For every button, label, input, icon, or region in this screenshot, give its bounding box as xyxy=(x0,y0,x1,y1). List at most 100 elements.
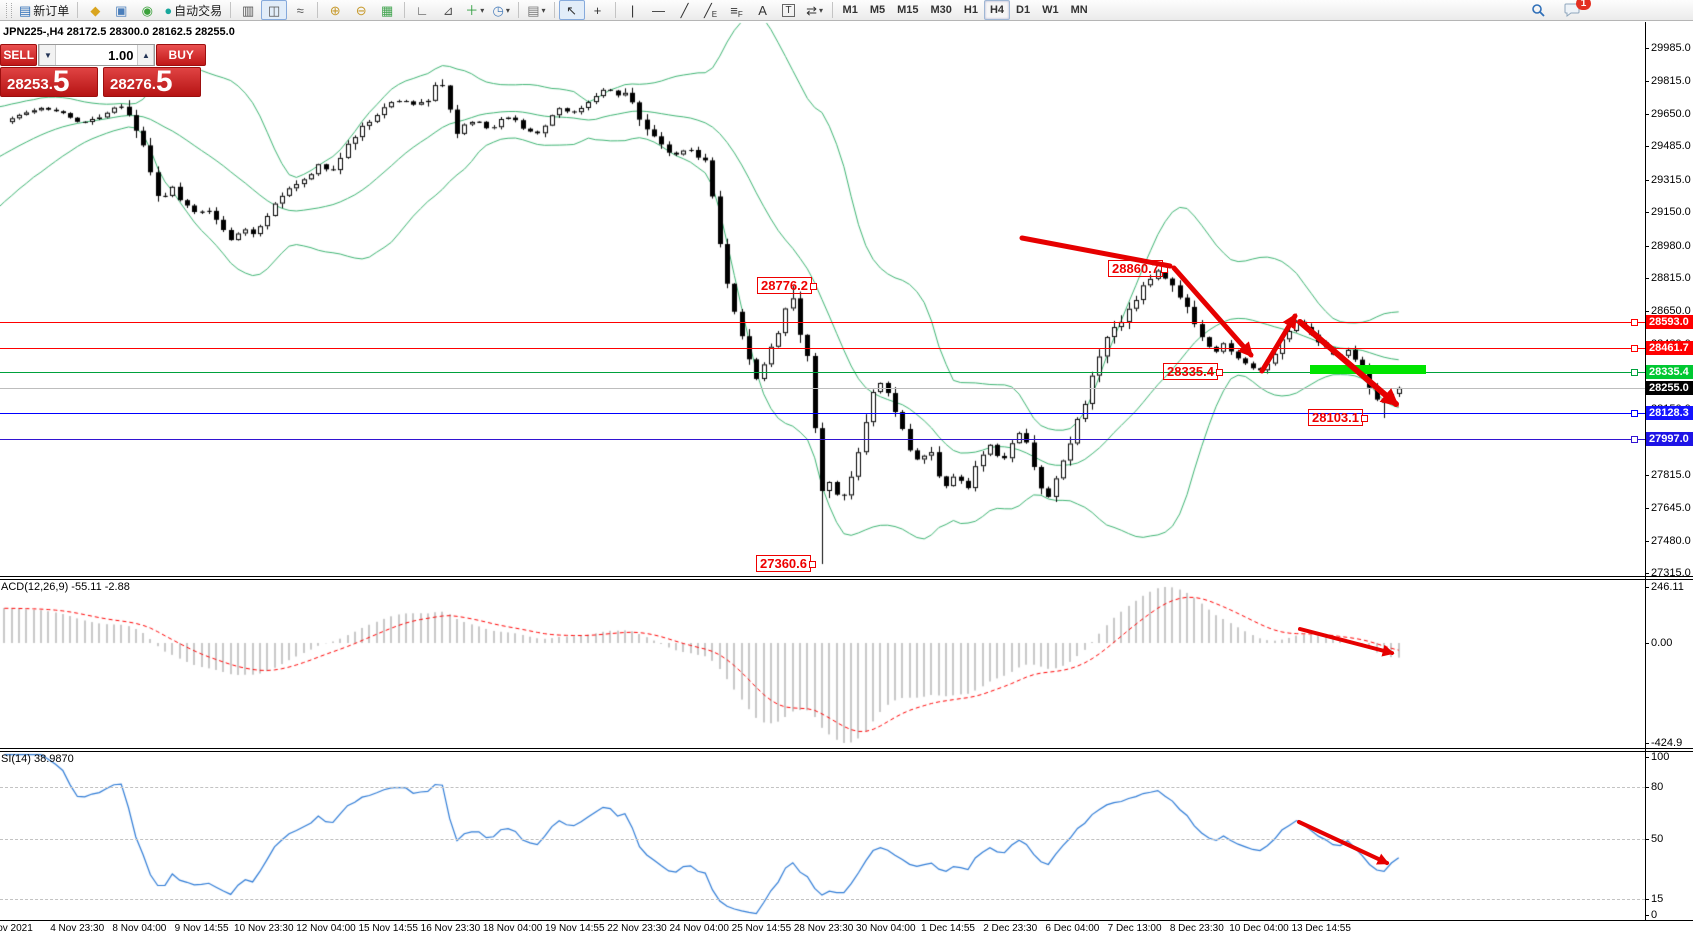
line-handle[interactable] xyxy=(1631,410,1638,417)
timeframe-button-h1[interactable]: H1 xyxy=(963,4,978,16)
new-order-button[interactable]: ▤ 新订单 xyxy=(15,0,73,20)
time-axis-label: 10 Dec 04:00 xyxy=(1229,923,1289,934)
annotation-handle[interactable] xyxy=(1361,415,1368,422)
signals-button[interactable]: ◉ xyxy=(134,0,160,20)
volume-input[interactable] xyxy=(56,45,138,65)
text-label-icon: T xyxy=(782,3,795,17)
y-axis-tick xyxy=(1645,146,1649,147)
indicator-list-button[interactable]: ⊿ xyxy=(435,0,461,20)
annotation-label[interactable]: 28776.2 xyxy=(757,277,817,294)
toolbar-separator xyxy=(230,2,232,18)
zoom-in-icon: ⊕ xyxy=(329,2,341,18)
cursor-button[interactable]: ↖ xyxy=(558,0,585,20)
annotation-handle[interactable] xyxy=(1161,266,1168,273)
trendline-button[interactable]: ╱ xyxy=(672,0,698,20)
timeframe-button-d1[interactable]: D1 xyxy=(1016,4,1031,16)
buy-price[interactable]: 28276. 5 xyxy=(103,67,201,97)
toolbar-separator xyxy=(553,2,555,18)
vertical-line-button[interactable]: | xyxy=(620,0,646,20)
arrows-icon: ⇄ xyxy=(806,2,817,18)
panel-separator[interactable] xyxy=(0,576,1693,577)
time-axis-label: 15 Nov 14:55 xyxy=(358,923,418,934)
text-button[interactable]: A xyxy=(750,0,776,20)
timeframe-button-m5[interactable]: M5 xyxy=(869,4,886,16)
time-axis-label: 10 Nov 23:30 xyxy=(234,923,294,934)
volume-decrease-button[interactable]: ▼ xyxy=(39,45,57,65)
line-handle[interactable] xyxy=(1631,369,1638,376)
price-level-line[interactable] xyxy=(0,348,1645,349)
autotrading-button[interactable]: ● 自动交易 xyxy=(160,0,226,20)
sell-button[interactable]: SELL xyxy=(0,44,38,66)
panel-separator[interactable] xyxy=(0,751,1693,752)
rsi-axis-label: 80 xyxy=(1651,781,1664,793)
tile-windows-button[interactable]: ▦ xyxy=(374,0,400,20)
cursor-icon: ↖ xyxy=(566,2,577,18)
crosshair-button[interactable]: + xyxy=(585,0,611,20)
search-button[interactable] xyxy=(1525,0,1551,20)
price-level-line[interactable] xyxy=(0,322,1645,323)
text-label-button[interactable]: T xyxy=(776,0,802,20)
buy-button[interactable]: BUY xyxy=(156,44,206,66)
time-axis-label: 4 Nov 23:30 xyxy=(50,923,105,934)
highlight-zone[interactable] xyxy=(1310,365,1426,374)
horizontal-line-icon: — xyxy=(652,2,666,18)
line-handle[interactable] xyxy=(1631,436,1638,443)
timeframe-button-m1[interactable]: M1 xyxy=(842,4,858,16)
annotation-handle[interactable] xyxy=(810,283,817,290)
equidistant-channel-button[interactable]: ╱ E xyxy=(698,0,724,20)
horizontal-line-button[interactable]: — xyxy=(646,0,672,20)
rsi-axis-tick xyxy=(1645,899,1649,900)
timeframe-button-m30[interactable]: M30 xyxy=(930,4,952,16)
timeframe-button-m15[interactable]: M15 xyxy=(897,4,919,16)
sell-price[interactable]: 28253. 5 xyxy=(0,67,98,97)
bar-chart-button[interactable]: ▥ xyxy=(235,0,261,20)
time-axis-label: 9 Nov 14:55 xyxy=(174,923,229,934)
annotation-label[interactable]: 28103.1 xyxy=(1308,409,1368,426)
time-axis-line xyxy=(0,920,1693,921)
candlestick-chart-button[interactable]: ◫ xyxy=(261,0,288,20)
fibonacci-button[interactable]: ≡ F xyxy=(724,0,750,20)
price-level-line[interactable] xyxy=(0,372,1645,373)
line-handle[interactable] xyxy=(1631,345,1638,352)
annotation-label[interactable]: 27360.6 xyxy=(756,555,816,572)
y-axis-label: 27480.0 xyxy=(1651,535,1691,547)
timeframe-button-w1[interactable]: W1 xyxy=(1042,4,1059,16)
indicator-window-button[interactable]: ∟ xyxy=(409,0,435,20)
profiles-button[interactable]: ▣ xyxy=(108,0,134,20)
price-axis-tag: 28461.7 xyxy=(1646,341,1693,355)
rsi-level-line xyxy=(0,899,1645,900)
chart-template-button[interactable]: ▤ ▾ xyxy=(523,0,549,20)
line-handle[interactable] xyxy=(1631,319,1638,326)
bar-chart-icon: ▥ xyxy=(242,2,255,18)
toolbar-separator xyxy=(518,2,520,18)
annotation-handle[interactable] xyxy=(809,561,816,568)
annotation-label[interactable]: 28335.4 xyxy=(1163,363,1223,380)
zoom-in-button[interactable]: ⊕ xyxy=(322,0,348,20)
one-click-trading-panel: SELL ▼ ▲ BUY 28253. 5 28276. 5 xyxy=(0,44,206,97)
notifications-button[interactable]: 1 xyxy=(1559,0,1591,20)
periods-button[interactable]: ◷ ▾ xyxy=(488,0,514,20)
timeframe-button-h4[interactable]: H4 xyxy=(983,0,1011,20)
profiles-icon: ▣ xyxy=(115,2,128,18)
time-axis-label: 16 Nov 23:30 xyxy=(420,923,481,934)
autotrading-label: 自动交易 xyxy=(174,3,223,18)
add-indicator-button[interactable]: ＋ ▾ xyxy=(461,0,488,20)
panel-separator[interactable] xyxy=(0,579,1693,580)
timeframe-button-mn[interactable]: MN xyxy=(1070,4,1088,16)
volume-increase-button[interactable]: ▲ xyxy=(137,45,155,65)
time-axis-label: 19 Nov 14:55 xyxy=(545,923,605,934)
annotation-handle[interactable] xyxy=(1216,369,1223,376)
panel-separator[interactable] xyxy=(0,748,1693,749)
price-level-line[interactable] xyxy=(0,413,1645,414)
layouts-button[interactable]: ◆ xyxy=(82,0,108,20)
annotation-label[interactable]: 28860.7 xyxy=(1108,260,1168,277)
search-icon xyxy=(1532,4,1545,17)
price-level-line[interactable] xyxy=(0,388,1645,389)
y-axis-label: 28815.0 xyxy=(1651,272,1691,284)
line-chart-button[interactable]: ≈ xyxy=(287,0,313,20)
price-level-line[interactable] xyxy=(0,439,1645,440)
zoom-out-button[interactable]: ⊖ xyxy=(348,0,374,20)
arrows-button[interactable]: ⇄ ▾ xyxy=(802,0,828,20)
